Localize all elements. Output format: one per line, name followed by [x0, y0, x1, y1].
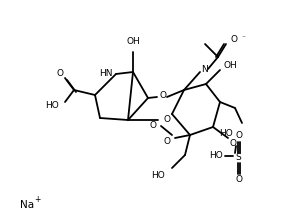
Text: Na: Na [20, 200, 34, 210]
Text: O: O [235, 175, 243, 185]
Text: HO: HO [151, 171, 165, 181]
Text: HN: HN [99, 69, 113, 78]
Text: ⁻: ⁻ [241, 34, 245, 42]
Text: HO: HO [45, 101, 59, 109]
Text: O: O [56, 69, 63, 78]
Text: OH: OH [223, 61, 237, 69]
Text: O: O [164, 137, 171, 145]
Text: O: O [230, 34, 237, 44]
Text: O: O [164, 116, 171, 124]
Text: S: S [235, 154, 241, 162]
Text: HO: HO [209, 152, 223, 160]
Text: HO: HO [219, 128, 233, 137]
Text: O: O [149, 120, 157, 130]
Text: N: N [202, 65, 208, 74]
Text: O: O [235, 131, 243, 141]
Text: +: + [34, 196, 40, 204]
Text: O: O [160, 91, 166, 99]
Text: OH: OH [126, 38, 140, 46]
Text: O: O [230, 139, 237, 147]
